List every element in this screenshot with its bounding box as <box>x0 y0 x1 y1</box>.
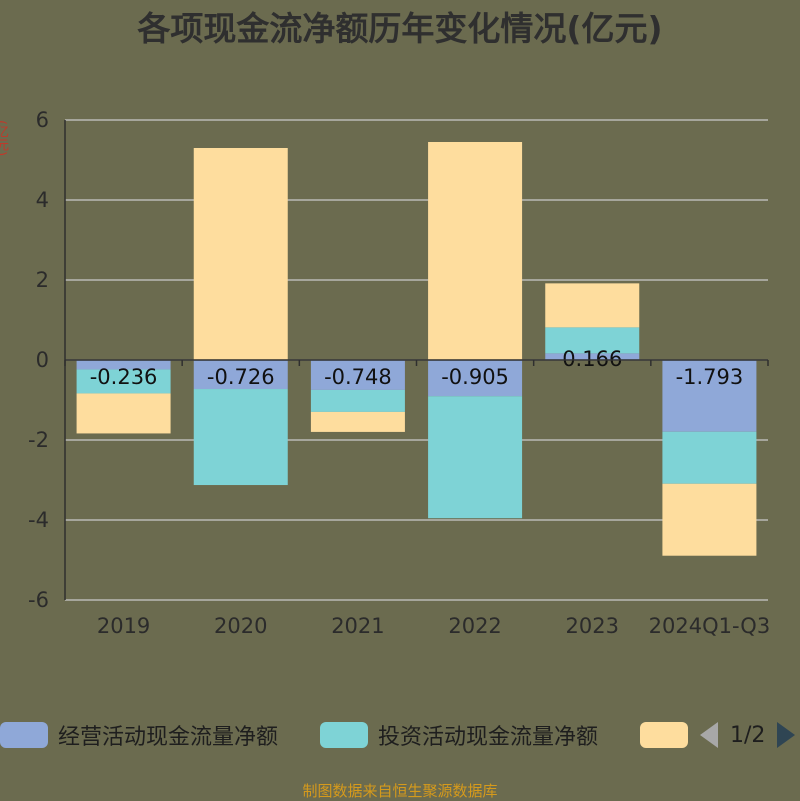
legend-swatch-financing <box>640 722 688 748</box>
data-label-2023: 0.166 <box>562 347 622 371</box>
x-tick-label: 2020 <box>214 614 267 638</box>
data-label-2019: -0.236 <box>90 365 158 389</box>
legend-item-operating[interactable]: 经营活动现金流量净额 <box>0 716 278 754</box>
bar-2024Q1-Q3-series-1 <box>662 431 757 484</box>
bar-2020-series-0 <box>193 360 288 390</box>
y-tick-label: 6 <box>36 108 49 132</box>
bar-2021-series-2 <box>310 411 405 432</box>
bar-2023-series-0 <box>545 353 640 360</box>
x-tick-label: 2022 <box>448 614 501 638</box>
legend-item-financing[interactable] <box>640 716 698 754</box>
legend-page-indicator: 1/2 <box>730 722 766 748</box>
bar-2023-series-1 <box>545 327 640 354</box>
bar-2021-series-0 <box>310 360 405 390</box>
data-label-2024Q1-Q3: -1.793 <box>676 365 744 389</box>
bar-2022-series-2 <box>428 142 523 360</box>
data-label-2020: -0.726 <box>207 365 275 389</box>
prev-page-icon[interactable] <box>700 722 718 748</box>
legend: 经营活动现金流量净额 投资活动现金流量净额 <box>0 716 800 754</box>
legend-swatch-investing <box>320 722 368 748</box>
next-page-icon[interactable] <box>777 722 796 748</box>
data-label-2022: -0.905 <box>441 365 509 389</box>
y-tick-label: 0 <box>36 348 49 372</box>
y-tick-label: -6 <box>28 588 49 612</box>
data-source-note: 制图数据来自恒生聚源数据库 <box>302 782 498 800</box>
bar-2021-series-1 <box>310 389 405 412</box>
x-tick-label: 2021 <box>331 614 384 638</box>
x-tick-label: 2019 <box>97 614 150 638</box>
y-tick-label: 2 <box>36 268 49 292</box>
bar-2020-series-1 <box>193 389 288 486</box>
legend-swatch-operating <box>0 722 48 748</box>
bar-2024Q1-Q3-series-0 <box>662 360 757 432</box>
legend-label-operating: 经营活动现金流量净额 <box>58 725 279 750</box>
x-tick-label: 2024Q1-Q3 <box>649 614 771 638</box>
legend-pager: 1/2 <box>700 716 796 754</box>
bar-2019-series-0 <box>76 360 171 370</box>
x-tick-label: 2023 <box>566 614 619 638</box>
data-label-2021: -0.748 <box>324 365 392 389</box>
bar-2019-series-2 <box>76 393 171 434</box>
y-axis-unit: (亿元) <box>0 120 8 157</box>
y-tick-label: -4 <box>28 508 49 532</box>
y-tick-label: 4 <box>36 188 49 212</box>
bar-2022-series-1 <box>428 396 523 519</box>
bar-2019-series-1 <box>76 369 171 394</box>
legend-item-investing[interactable]: 投资活动现金流量净额 <box>320 716 598 754</box>
bar-2022-series-0 <box>428 360 523 397</box>
legend-label-investing: 投资活动现金流量净额 <box>378 725 599 750</box>
bar-2024Q1-Q3-series-2 <box>662 483 757 556</box>
y-tick-label: -2 <box>28 428 49 452</box>
chart-title: 各项现金流净额历年变化情况(亿元) <box>137 9 663 48</box>
bar-2020-series-2 <box>193 148 288 360</box>
bar-2023-series-2 <box>545 283 640 328</box>
